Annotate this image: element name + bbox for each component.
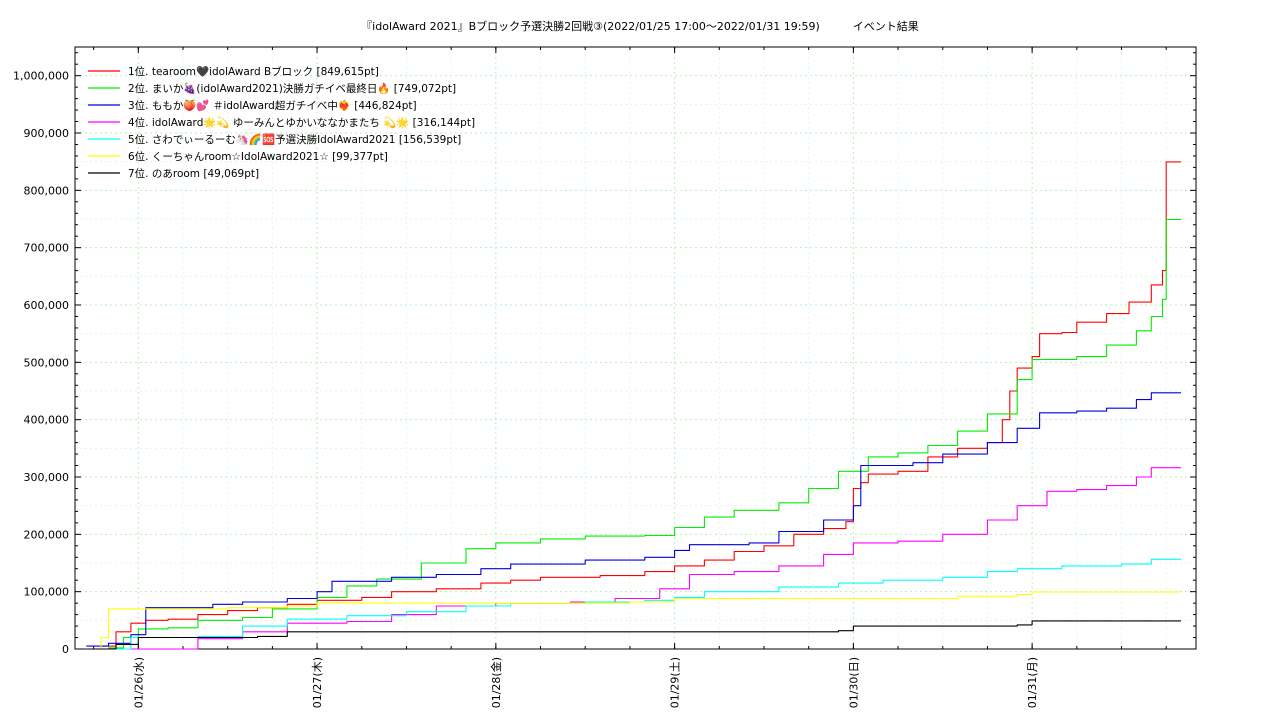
y-tick-label: 700,000 — [24, 242, 70, 255]
series-line-3 — [86, 392, 1181, 647]
series-line-7 — [86, 620, 1181, 650]
x-tick-label: 01/27(木) — [311, 657, 324, 708]
x-tick-label: 01/26(水) — [132, 657, 145, 708]
grid-layer — [75, 47, 1196, 649]
legend: 1位. tearoom🖤idolAward Bブロック [849,615pt] 2… — [88, 65, 475, 180]
legend-entry-6: 6位. くーちゃんroom☆IdolAward2021☆ [99,377pt] — [128, 150, 388, 163]
y-tick-label: 0 — [62, 643, 69, 656]
y-tick-label: 400,000 — [24, 414, 70, 427]
legend-entry-5: 5位. さわでぃーるーむ🦄🌈🆘予選決勝IdolAward2021 [156,53… — [128, 133, 461, 146]
legend-entry-4: 4位. idolAward🌟💫 ゆーみんとゆかいななかまたち 💫🌟 [316,1… — [128, 116, 475, 129]
series-line-4 — [86, 467, 1181, 650]
y-tick-label: 200,000 — [24, 528, 70, 541]
legend-entry-2: 2位. まいか🍇(idolAward2021)決勝ガチイベ最終日🔥 [749,0… — [128, 82, 456, 95]
chart-title: 『idolAward 2021』Bブロック予選決勝2回戦③(2022/01/25… — [361, 20, 919, 33]
series-line-5 — [86, 558, 1181, 650]
x-tick-label: 01/30(日) — [847, 657, 860, 708]
series-line-1 — [86, 161, 1181, 650]
y-tick-label: 800,000 — [24, 184, 70, 197]
y-tick-label: 1,000,000 — [13, 70, 69, 83]
series-line-2 — [86, 218, 1181, 650]
axis-layer: 01/26(水) 01/27(木) 01/28(金) 01/29(土) 01/30(日)… — [13, 46, 1197, 708]
y-tick-label: 600,000 — [24, 299, 70, 312]
y-tick-label: 300,000 — [24, 471, 70, 484]
legend-entry-1: 1位. tearoom🖤idolAward Bブロック [849,615pt] — [128, 65, 379, 78]
y-tick-label: 100,000 — [24, 586, 70, 599]
series-layer — [86, 161, 1181, 650]
x-tick-label: 01/28(金) — [489, 657, 503, 708]
legend-entry-3: 3位. ももか🍑💕 ＃idolAward超ガチイベ中❤️‍🔥 [446,824p… — [128, 99, 417, 112]
legend-entry-7: 7位. のあroom [49,069pt] — [128, 167, 259, 180]
y-tick-label: 500,000 — [24, 356, 70, 369]
x-tick-label: 01/29(土) — [669, 657, 682, 708]
y-tick-label: 900,000 — [24, 127, 70, 140]
series-line-6 — [86, 591, 1181, 650]
plot-frame — [74, 46, 1197, 650]
x-tick-label: 01/31(月) — [1026, 657, 1039, 708]
